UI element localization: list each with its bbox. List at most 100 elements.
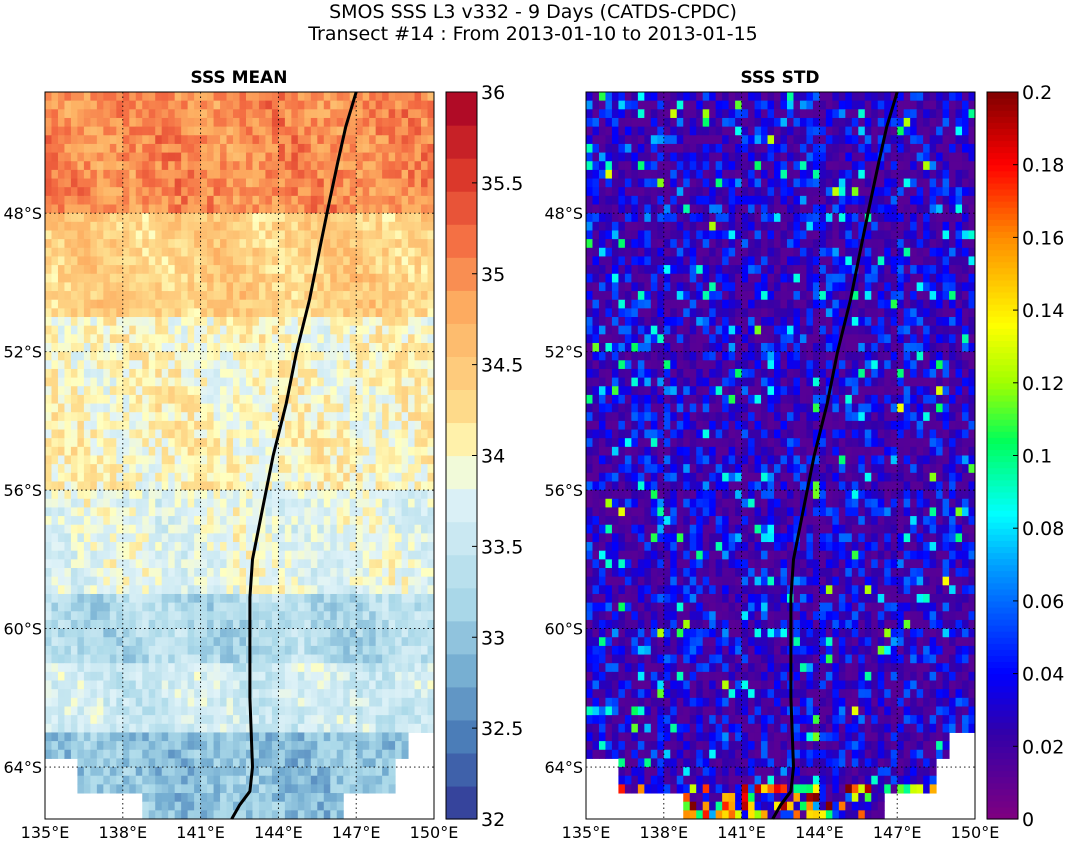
heatmap-cell [265,230,273,240]
heatmap-cell [408,403,416,413]
heatmap-cell [51,732,59,742]
heatmap-cell [187,671,195,682]
heatmap-cell [213,775,221,785]
heatmap-cell [343,715,351,725]
heatmap-cell [252,239,260,249]
heatmap-cell [631,92,639,102]
heatmap-cell [343,256,351,266]
heatmap-cell [96,221,104,231]
heatmap-cell [90,507,98,517]
heatmap-cell [375,654,383,664]
heatmap-cell [161,256,169,266]
heatmap-cell [323,92,331,102]
heatmap-cell [213,117,221,128]
heatmap-cell [245,109,253,119]
heatmap-cell [265,394,273,405]
heatmap-cell [168,92,176,102]
heatmap-cell [284,637,292,647]
heatmap-cell [64,507,72,517]
heatmap-cell [401,524,409,534]
heatmap-cell [45,749,52,759]
heatmap-cell [77,741,85,751]
heatmap-cell [297,317,305,327]
heatmap-cell [408,308,416,318]
heatmap-cell [330,117,338,128]
heatmap-cell [103,429,111,439]
heatmap-cell [388,585,396,595]
heatmap-cell [401,161,409,171]
heatmap-cell [317,542,325,552]
heatmap-cell [64,498,72,508]
heatmap-cell [414,490,422,500]
heatmap-cell [161,749,169,759]
heatmap-cell [336,221,344,231]
heatmap-cell [155,533,163,543]
heatmap-cell [317,368,325,379]
heatmap-cell [382,213,390,223]
heatmap-cell [181,568,189,578]
heatmap-cell [207,247,215,257]
heatmap-cell [245,455,253,465]
heatmap-cell [252,446,260,456]
heatmap-cell [310,412,318,422]
heatmap-cell [382,723,390,733]
heatmap-cell [51,204,59,214]
heatmap-cell [116,178,124,188]
heatmap-cell [220,550,228,560]
heatmap-cell [297,446,305,456]
heatmap-cell [375,317,383,327]
heatmap-cell [213,767,221,777]
heatmap-cell [45,585,52,595]
heatmap-cell [304,723,312,733]
heatmap-cell [103,550,111,560]
heatmap-cell [284,161,292,171]
heatmap-cell [427,92,435,102]
heatmap-cell [336,412,344,422]
heatmap-cell [45,706,52,716]
heatmap-cell [271,516,279,526]
heatmap-cell [304,498,312,508]
heatmap-cell [135,221,143,231]
heatmap-cell [375,767,383,777]
heatmap-cell [135,498,143,508]
heatmap-cell [401,715,409,725]
heatmap-cell [135,429,143,439]
heatmap-cell [388,377,396,387]
heatmap-cell [213,317,221,327]
heatmap-cell [207,697,215,707]
heatmap-cell [116,230,124,240]
heatmap-cell [343,732,351,742]
heatmap-cell [323,810,331,820]
heatmap-cell [427,568,435,578]
heatmap-cell [200,455,208,465]
heatmap-cell [317,801,325,811]
heatmap-cell [252,342,260,353]
heatmap-cell [116,273,124,283]
heatmap-cell [330,602,338,612]
heatmap-cell [284,351,292,361]
heatmap-cell [239,109,247,119]
heatmap-cell [427,723,435,733]
heatmap-cell [284,368,292,379]
heatmap-cell [408,619,416,630]
heatmap-cell [388,516,396,526]
heatmap-cell [336,394,344,405]
colorbar-level [446,719,477,754]
heatmap-cell [343,273,351,283]
heatmap-cell [258,109,266,119]
heatmap-cell [258,221,266,231]
heatmap-cell [77,464,85,474]
heatmap-cell [375,308,383,318]
heatmap-cell [408,507,416,517]
heatmap-cell [103,187,111,197]
colorbar-tick-label: 35 [481,264,505,286]
heatmap-cell [64,464,72,474]
heatmap-cell [194,628,202,638]
heatmap-cell [388,187,396,197]
heatmap-cell [304,767,312,777]
heatmap-cell [90,429,98,439]
heatmap-cell [239,533,247,543]
heatmap-cell [427,204,435,214]
heatmap-cell [142,221,150,231]
heatmap-cell [291,498,299,508]
